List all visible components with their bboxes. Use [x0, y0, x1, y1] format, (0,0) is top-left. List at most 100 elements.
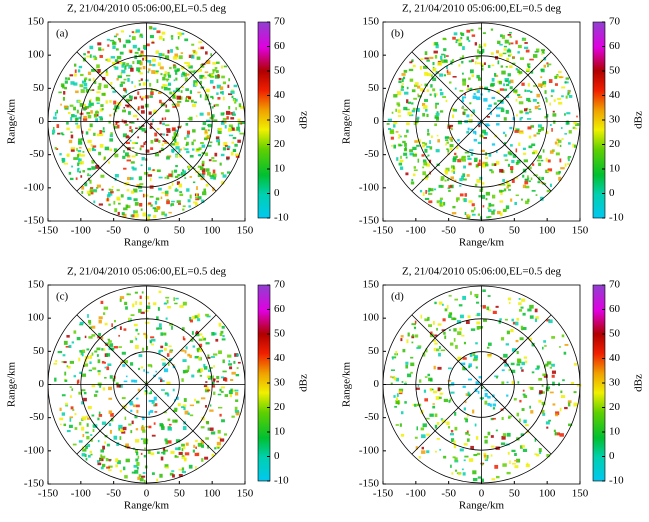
echo-pixel — [82, 118, 88, 121]
echo-pixel — [82, 349, 86, 354]
echo-pixel — [541, 411, 544, 414]
echo-pixel — [515, 67, 518, 71]
echo-pixel — [490, 170, 494, 174]
echo-pixel — [565, 95, 568, 99]
echo-pixel — [130, 105, 132, 109]
echo-pixel — [121, 69, 126, 74]
echo-pixel — [420, 409, 424, 414]
echo-pixel — [464, 400, 467, 404]
echo-pixel — [172, 94, 176, 98]
echo-pixel — [72, 443, 77, 446]
echo-pixel — [478, 376, 482, 379]
echo-pixel — [188, 96, 192, 100]
echo-pixel — [134, 379, 138, 383]
echo-pixel — [232, 389, 237, 392]
echo-pixel — [150, 452, 155, 456]
echo-pixel — [92, 55, 96, 58]
colorbar-label: dBz — [633, 111, 645, 129]
echo-pixel — [516, 412, 520, 417]
echo-pixel — [216, 61, 220, 64]
echo-pixel — [177, 100, 182, 103]
echo-pixel — [228, 360, 231, 363]
echo-pixel — [504, 318, 508, 321]
echo-pixel — [122, 213, 127, 218]
echo-pixel — [491, 143, 496, 146]
echo-pixel — [176, 181, 180, 185]
echo-pixel — [159, 120, 162, 125]
echo-pixel — [453, 440, 456, 445]
echo-pixel — [454, 411, 457, 416]
echo-pixel — [528, 111, 532, 113]
echo-pixel — [476, 312, 481, 317]
echo-pixel — [193, 139, 196, 142]
echo-pixel — [536, 365, 540, 369]
colorbar-tick-label: 30 — [274, 377, 286, 389]
echo-pixel — [98, 411, 101, 415]
echo-pixel — [507, 417, 511, 419]
echo-pixel — [532, 98, 537, 102]
y-tick-label: 0 — [39, 115, 45, 127]
echo-pixel — [542, 49, 545, 53]
echo-pixel — [476, 452, 481, 456]
echo-pixel — [567, 92, 570, 96]
echo-pixel — [483, 43, 487, 47]
y-tick-label: -50 — [29, 148, 44, 160]
echo-pixel — [436, 327, 438, 331]
echo-pixel — [228, 78, 230, 82]
echo-pixel — [99, 144, 104, 148]
echo-pixel — [158, 52, 162, 57]
echo-pixel — [561, 95, 564, 98]
echo-pixel — [132, 167, 137, 171]
echo-pixel — [149, 34, 154, 39]
echo-pixel — [180, 52, 184, 54]
echo-pixel — [186, 134, 190, 138]
echo-pixel — [192, 315, 196, 320]
azimuth-spoke — [76, 384, 147, 455]
echo-pixel — [428, 200, 433, 204]
colorbar-tick-label: 60 — [609, 303, 621, 315]
echo-pixel — [473, 207, 476, 211]
echo-pixel — [193, 201, 198, 204]
echo-pixel — [83, 82, 88, 87]
echo-pixel — [149, 82, 152, 87]
echo-pixel — [133, 96, 138, 100]
y-tick-label: -150 — [24, 478, 45, 490]
echo-pixel — [484, 161, 488, 165]
echo-pixel — [241, 121, 245, 124]
echo-pixel — [485, 197, 488, 201]
echo-pixel — [456, 198, 458, 203]
echo-pixel — [506, 49, 512, 53]
y-tick-label: -150 — [359, 215, 380, 227]
x-axis-label: Range/km — [459, 500, 505, 512]
echo-pixel — [83, 107, 86, 111]
echo-pixel — [139, 53, 145, 56]
echo-pixel — [195, 439, 198, 443]
echo-pixel — [573, 391, 577, 394]
echo-pixel — [107, 197, 109, 202]
echo-pixel — [123, 207, 128, 211]
echo-pixel — [445, 139, 449, 141]
y-tick-label: 150 — [28, 279, 45, 291]
echo-pixel — [164, 71, 168, 75]
echo-pixel — [497, 40, 501, 45]
echo-pixel — [496, 210, 501, 215]
echo-pixel — [113, 346, 118, 349]
echo-pixel — [133, 142, 138, 145]
echo-pixel — [231, 95, 234, 99]
echo-pixel — [549, 150, 554, 154]
echo-pixel — [142, 66, 146, 70]
echo-pixel — [80, 154, 85, 157]
azimuth-spoke — [146, 51, 217, 122]
echo-pixel — [137, 332, 140, 335]
echo-pixel — [424, 318, 428, 322]
echo-pixel — [468, 365, 471, 369]
echo-pixel — [98, 133, 104, 137]
echo-pixel — [83, 115, 87, 119]
echo-pixel — [524, 89, 527, 92]
echo-pixel — [429, 140, 431, 145]
echo-pixel — [531, 143, 536, 147]
echo-pixel — [132, 404, 137, 408]
echo-pixel — [435, 396, 440, 400]
echo-pixel — [527, 175, 529, 180]
echo-pixel — [88, 193, 91, 196]
